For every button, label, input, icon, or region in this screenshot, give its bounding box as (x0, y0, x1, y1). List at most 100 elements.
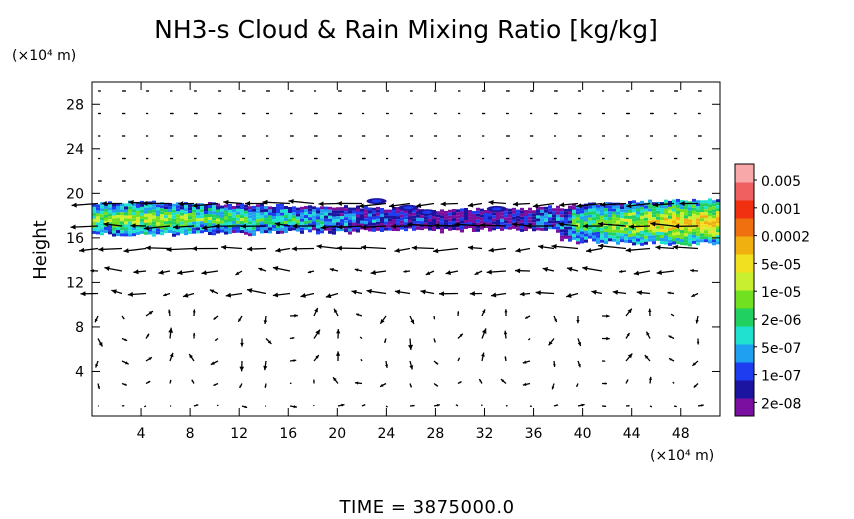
cloud-cell (620, 209, 624, 213)
cloud-cell (476, 222, 480, 226)
wind-arrow (360, 358, 363, 362)
cloud-cell (540, 227, 544, 231)
wind-arrow-head (566, 293, 572, 298)
wind-arrow-head (555, 112, 558, 115)
wind-arrow-head (556, 90, 558, 92)
cloud-cell (344, 223, 348, 227)
cloud-cell (304, 212, 308, 216)
cloud-cell (92, 212, 96, 216)
cloud-cell (208, 208, 212, 212)
wind-arrow-head (294, 313, 298, 318)
wind-arrow-head (481, 328, 487, 334)
wind-arrow (515, 247, 531, 253)
cloud-cell (164, 218, 168, 222)
wind-arrow (98, 180, 102, 182)
wind-arrow-head (409, 365, 414, 370)
cloud-cell (216, 227, 220, 231)
cloud-cell (672, 223, 676, 227)
wind-arrow (394, 289, 411, 295)
cloud-cell (600, 233, 604, 237)
cloud-cell (412, 212, 416, 216)
cloud-cell (284, 215, 288, 219)
cloud-cell (332, 219, 336, 223)
wind-arrow-head (458, 357, 460, 360)
cloud-cell (420, 221, 424, 225)
cloud-cell (316, 225, 320, 229)
cloud-cell (172, 218, 176, 222)
cloud-cell (588, 214, 592, 218)
cloud-cell (708, 213, 712, 217)
wind-arrow (238, 383, 243, 389)
wind-arrow (169, 379, 172, 384)
cloud-cell (236, 223, 240, 227)
cloud-cell (304, 221, 308, 225)
cloud-cell (616, 214, 620, 218)
cloud-cell (116, 209, 120, 213)
cloud-cell (196, 230, 200, 234)
wind-arrow (192, 309, 196, 317)
wind-arrow-head (169, 379, 172, 382)
cloud-cell (592, 214, 596, 218)
wind-arrow (577, 338, 582, 347)
wind-arrow (337, 224, 363, 230)
cloud-cell (136, 222, 140, 226)
wind-arrow-head (553, 364, 556, 367)
cloud-cell (452, 209, 456, 213)
cloud-cell (320, 215, 324, 219)
cloud-cell (644, 235, 648, 239)
cloud-cell (556, 220, 560, 224)
cloud-cell (676, 237, 680, 241)
cloud-cell (132, 230, 136, 234)
cloud-cell (276, 230, 280, 234)
wind-arrow-head (483, 90, 486, 92)
cloud-cell (120, 221, 124, 225)
cloud-cell (228, 215, 232, 219)
cloud-cell (136, 231, 140, 235)
cloud-cell (660, 229, 664, 233)
cloud-cell (364, 212, 368, 216)
wind-arrow-head (267, 112, 270, 115)
cloud-cell (444, 213, 448, 217)
wind-arrow-head (672, 244, 678, 250)
cloud-cell (600, 227, 604, 231)
wind-arrow-head (619, 269, 623, 274)
cloud-cell (116, 233, 120, 237)
wind-arrow-head (364, 157, 366, 160)
cloud-cell (696, 239, 700, 243)
cloud-cell (668, 242, 672, 246)
wind-arrow (318, 201, 339, 207)
cloud-cell (152, 206, 156, 210)
cloud-cell (716, 217, 720, 221)
wind-arrow-shaft (527, 338, 531, 341)
wind-arrow-head (667, 291, 671, 295)
wind-arrow-head (244, 180, 246, 182)
cloud-cell (324, 227, 328, 231)
cloud-cell (240, 221, 244, 225)
cloud-cell (220, 208, 224, 212)
cloud-cell (184, 211, 188, 215)
wind-arrow-head (336, 245, 342, 251)
cloud-cell (104, 214, 108, 218)
cloud-cell (236, 202, 240, 206)
cloud-cell (556, 229, 560, 233)
cloud-cell (240, 215, 244, 219)
cloud-cell (532, 225, 536, 229)
cloud-cell (648, 238, 652, 242)
wind-arrow (438, 291, 459, 297)
cloud-cell (648, 205, 652, 209)
cloud-cell (640, 203, 644, 207)
cloud-cell (680, 218, 684, 222)
cloud-cell (564, 223, 568, 227)
cloud-cell (192, 227, 196, 231)
wind-arrow (668, 357, 675, 362)
wind-arrow-head (438, 291, 444, 297)
cloud-cell (560, 208, 564, 212)
wind-arrow-head (515, 247, 521, 253)
cloud-cell (680, 212, 684, 216)
cloud-cell (292, 209, 296, 213)
wind-arrow (432, 247, 459, 254)
cloud-cell (400, 217, 404, 221)
cloud-cell (584, 230, 588, 234)
cloud-cell (212, 229, 216, 233)
cloud-cell (464, 213, 468, 217)
